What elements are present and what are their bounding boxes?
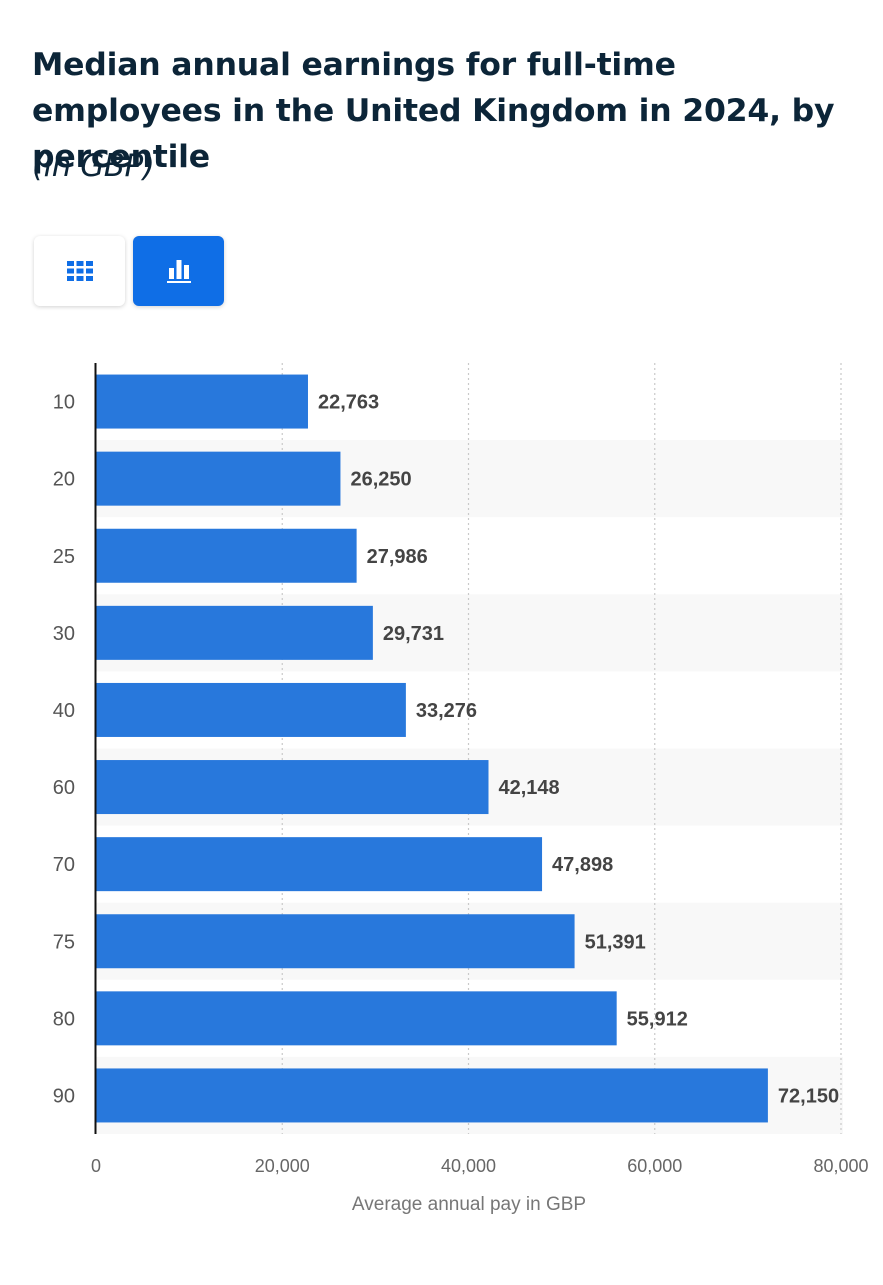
value-label: 22,763 xyxy=(318,392,379,414)
bar xyxy=(96,760,489,815)
view-toggle xyxy=(34,236,224,306)
bar-chart-icon xyxy=(166,260,191,283)
x-tick-label: 80,000 xyxy=(813,1156,868,1176)
x-tick-label: 0 xyxy=(91,1156,101,1176)
bar xyxy=(96,1068,768,1123)
category-label: 40 xyxy=(53,700,75,722)
category-label: 20 xyxy=(53,469,75,491)
chart-subtitle: (in GBP) xyxy=(32,148,155,184)
category-label: 80 xyxy=(53,1008,75,1030)
chart-title: Median annual earnings for full-time emp… xyxy=(32,47,835,175)
value-label: 47,898 xyxy=(552,854,613,876)
x-tick-label: 20,000 xyxy=(255,1156,310,1176)
category-label: 60 xyxy=(53,777,75,799)
value-label: 55,912 xyxy=(627,1008,688,1030)
bar xyxy=(96,682,406,737)
value-label: 27,986 xyxy=(367,546,428,568)
bar xyxy=(96,528,357,583)
x-tick-label: 40,000 xyxy=(441,1156,496,1176)
category-label: 30 xyxy=(53,623,75,645)
category-label: 90 xyxy=(53,1085,75,1107)
bar xyxy=(96,837,543,892)
category-label: 75 xyxy=(53,931,75,953)
value-label: 51,391 xyxy=(585,931,646,953)
x-axis-title: Average annual pay in GBP xyxy=(352,1194,586,1215)
table-grid-icon xyxy=(66,261,93,281)
bar xyxy=(96,374,308,429)
x-tick-label: 60,000 xyxy=(627,1156,682,1176)
value-label: 72,150 xyxy=(778,1085,839,1107)
chart-view-button[interactable] xyxy=(133,236,224,306)
value-label: 29,731 xyxy=(383,623,444,645)
value-label: 26,250 xyxy=(350,469,411,491)
category-label: 70 xyxy=(53,854,75,876)
table-view-button[interactable] xyxy=(34,236,125,306)
bar xyxy=(96,451,341,506)
bar xyxy=(96,605,373,660)
category-label: 25 xyxy=(53,546,75,568)
value-label: 33,276 xyxy=(416,700,477,722)
bar xyxy=(96,991,617,1046)
category-label: 10 xyxy=(53,392,75,414)
value-label: 42,148 xyxy=(499,777,560,799)
bar xyxy=(96,914,575,969)
